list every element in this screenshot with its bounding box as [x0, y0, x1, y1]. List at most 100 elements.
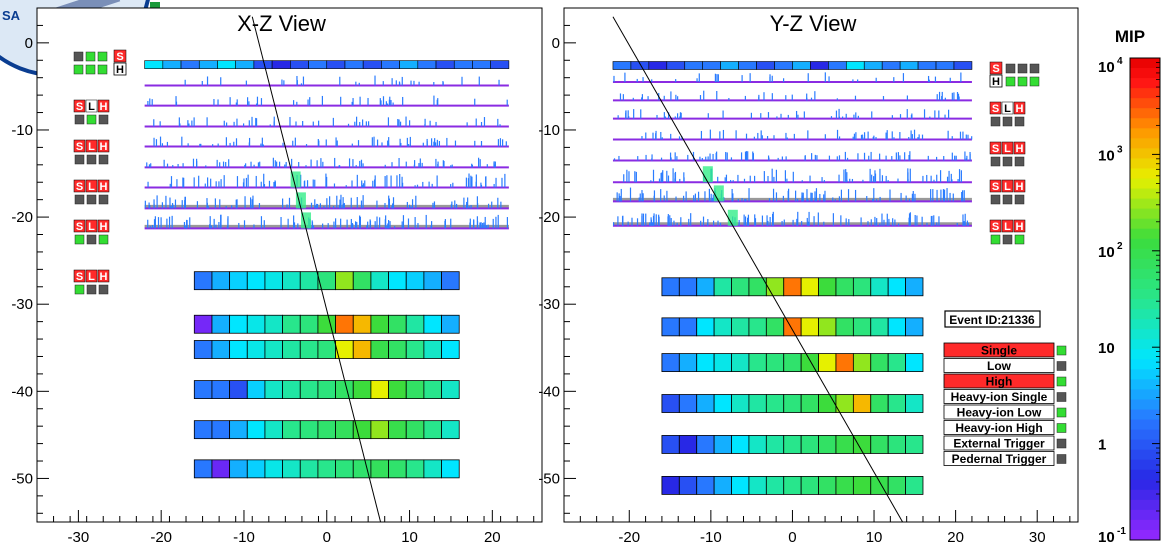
trigger-letter-box: [1013, 101, 1026, 115]
calorimeter-cell: [696, 317, 715, 337]
calorimeter-cell: [696, 353, 715, 372]
x-tick-label: -10: [700, 529, 722, 546]
colorbar-tick-exponent: -1: [1117, 526, 1126, 537]
colorbar-band: [1130, 529, 1160, 541]
calorimeter-cell: [282, 459, 301, 479]
calorimeter-cell: [405, 420, 425, 440]
calorimeter-cell: [731, 353, 750, 372]
calorimeter-cell: [800, 277, 819, 297]
colorbar-band: [1130, 148, 1160, 159]
trigger-indicator: [1029, 63, 1040, 74]
calorimeter-cell: [905, 317, 924, 337]
trigger-indicator: [98, 284, 109, 295]
calorimeter-cell: [441, 380, 460, 399]
calorimeter-cell: [264, 271, 284, 291]
calorimeter-cell: [193, 271, 213, 291]
colorbar-tick: 10 2: [1098, 241, 1160, 261]
calorimeter-cell: [852, 476, 872, 495]
trigger-letter: S: [116, 51, 123, 63]
trigger-indicator: [86, 114, 97, 125]
colorbar-band: [1130, 489, 1160, 501]
calorimeter-cell: [852, 277, 872, 297]
tracker-cluster: [290, 171, 301, 188]
colorbar-tick: 10: [1098, 340, 1160, 357]
calorimeter-cell: [370, 459, 389, 479]
top-strip-cell: [792, 61, 811, 70]
trigger-letter: H: [1016, 103, 1024, 115]
calorimeter-cell: [423, 271, 442, 291]
trigger-letter-box: [113, 62, 127, 76]
calorimeter-cell: [405, 271, 425, 291]
colorbar-band: [1130, 258, 1160, 270]
calorimeter-cell: [905, 394, 924, 413]
trigger-indicator: [990, 234, 1001, 245]
trigger-legend-label: Heavy-ion Low: [957, 406, 1042, 420]
colorbar-band: [1130, 188, 1160, 200]
colorbar-frame: [1129, 57, 1161, 541]
trigger-letter-box: [85, 269, 98, 283]
calorimeter-cell: [887, 317, 906, 337]
calorimeter-cell: [783, 435, 802, 454]
x-tick-label: -30: [68, 529, 90, 546]
trigger-letter-box: [1013, 179, 1026, 193]
top-strip-cell: [435, 60, 455, 69]
trigger-letter: S: [76, 141, 83, 153]
calorimeter-cell: [818, 394, 837, 413]
trigger-letter-box: [989, 141, 1002, 155]
trigger-letter-box: [85, 179, 98, 193]
calorimeter-cell: [246, 340, 266, 359]
calorimeter-cell: [299, 420, 319, 440]
calorimeter-cell: [696, 476, 715, 495]
trigger-letter: L: [88, 271, 95, 283]
calorimeter-cell: [835, 435, 854, 454]
trigger-indicator: [86, 154, 97, 165]
trigger-indicator: [85, 51, 96, 62]
colorbar-band: [1130, 339, 1160, 350]
y-tick-label: -40: [538, 383, 560, 400]
calorimeter-cell: [246, 314, 266, 334]
calorimeter-cell: [317, 340, 336, 359]
trigger-letter-box: [113, 49, 127, 63]
calorimeter-cell: [441, 314, 460, 334]
top-strip-cell: [899, 61, 919, 70]
calorimeter-cell: [441, 459, 460, 479]
trigger-letter: S: [992, 221, 999, 233]
trigger-indicator: [86, 234, 97, 245]
top-strip-cell: [845, 61, 865, 70]
trigger-indicator: [990, 194, 1001, 205]
calorimeter-cell: [352, 271, 372, 291]
tracker-cluster: [295, 192, 306, 209]
trigger-indicator: [74, 234, 85, 245]
calorimeter-cell: [661, 277, 680, 297]
trigger-indicator: [85, 64, 96, 75]
calorimeter-cell: [713, 435, 732, 454]
y-tick-label: -40: [11, 383, 33, 400]
calorimeter-cell: [246, 380, 266, 399]
calorimeter-cell: [748, 353, 767, 372]
trigger-letter: S: [76, 181, 83, 193]
calorimeter-cell: [423, 380, 442, 399]
colorbar-band: [1130, 58, 1160, 69]
trigger-indicator: [990, 116, 1001, 127]
calorimeter-cell: [193, 380, 213, 399]
calorimeter-cell: [388, 459, 407, 479]
top-strip-cell: [490, 60, 510, 69]
event-id-box: [944, 310, 1041, 328]
trigger-letter-box: [73, 219, 86, 233]
calorimeter-cell: [388, 380, 407, 399]
trigger-letter: L: [88, 221, 95, 233]
trigger-indicator: [86, 284, 97, 295]
trigger-letter-box: [1013, 141, 1026, 155]
calorimeter-cell: [423, 459, 442, 479]
trigger-letter: S: [76, 271, 83, 283]
colorbar-band: [1130, 248, 1160, 260]
colorbar-tick-label: 1: [1098, 437, 1106, 454]
trigger-legend-label: Low: [987, 359, 1012, 373]
trigger-letter: L: [1004, 143, 1011, 155]
calorimeter-cell: [211, 271, 231, 291]
tracker-cluster: [713, 185, 724, 202]
calorimeter-cell: [246, 459, 266, 479]
calorimeter-cell: [713, 277, 732, 297]
